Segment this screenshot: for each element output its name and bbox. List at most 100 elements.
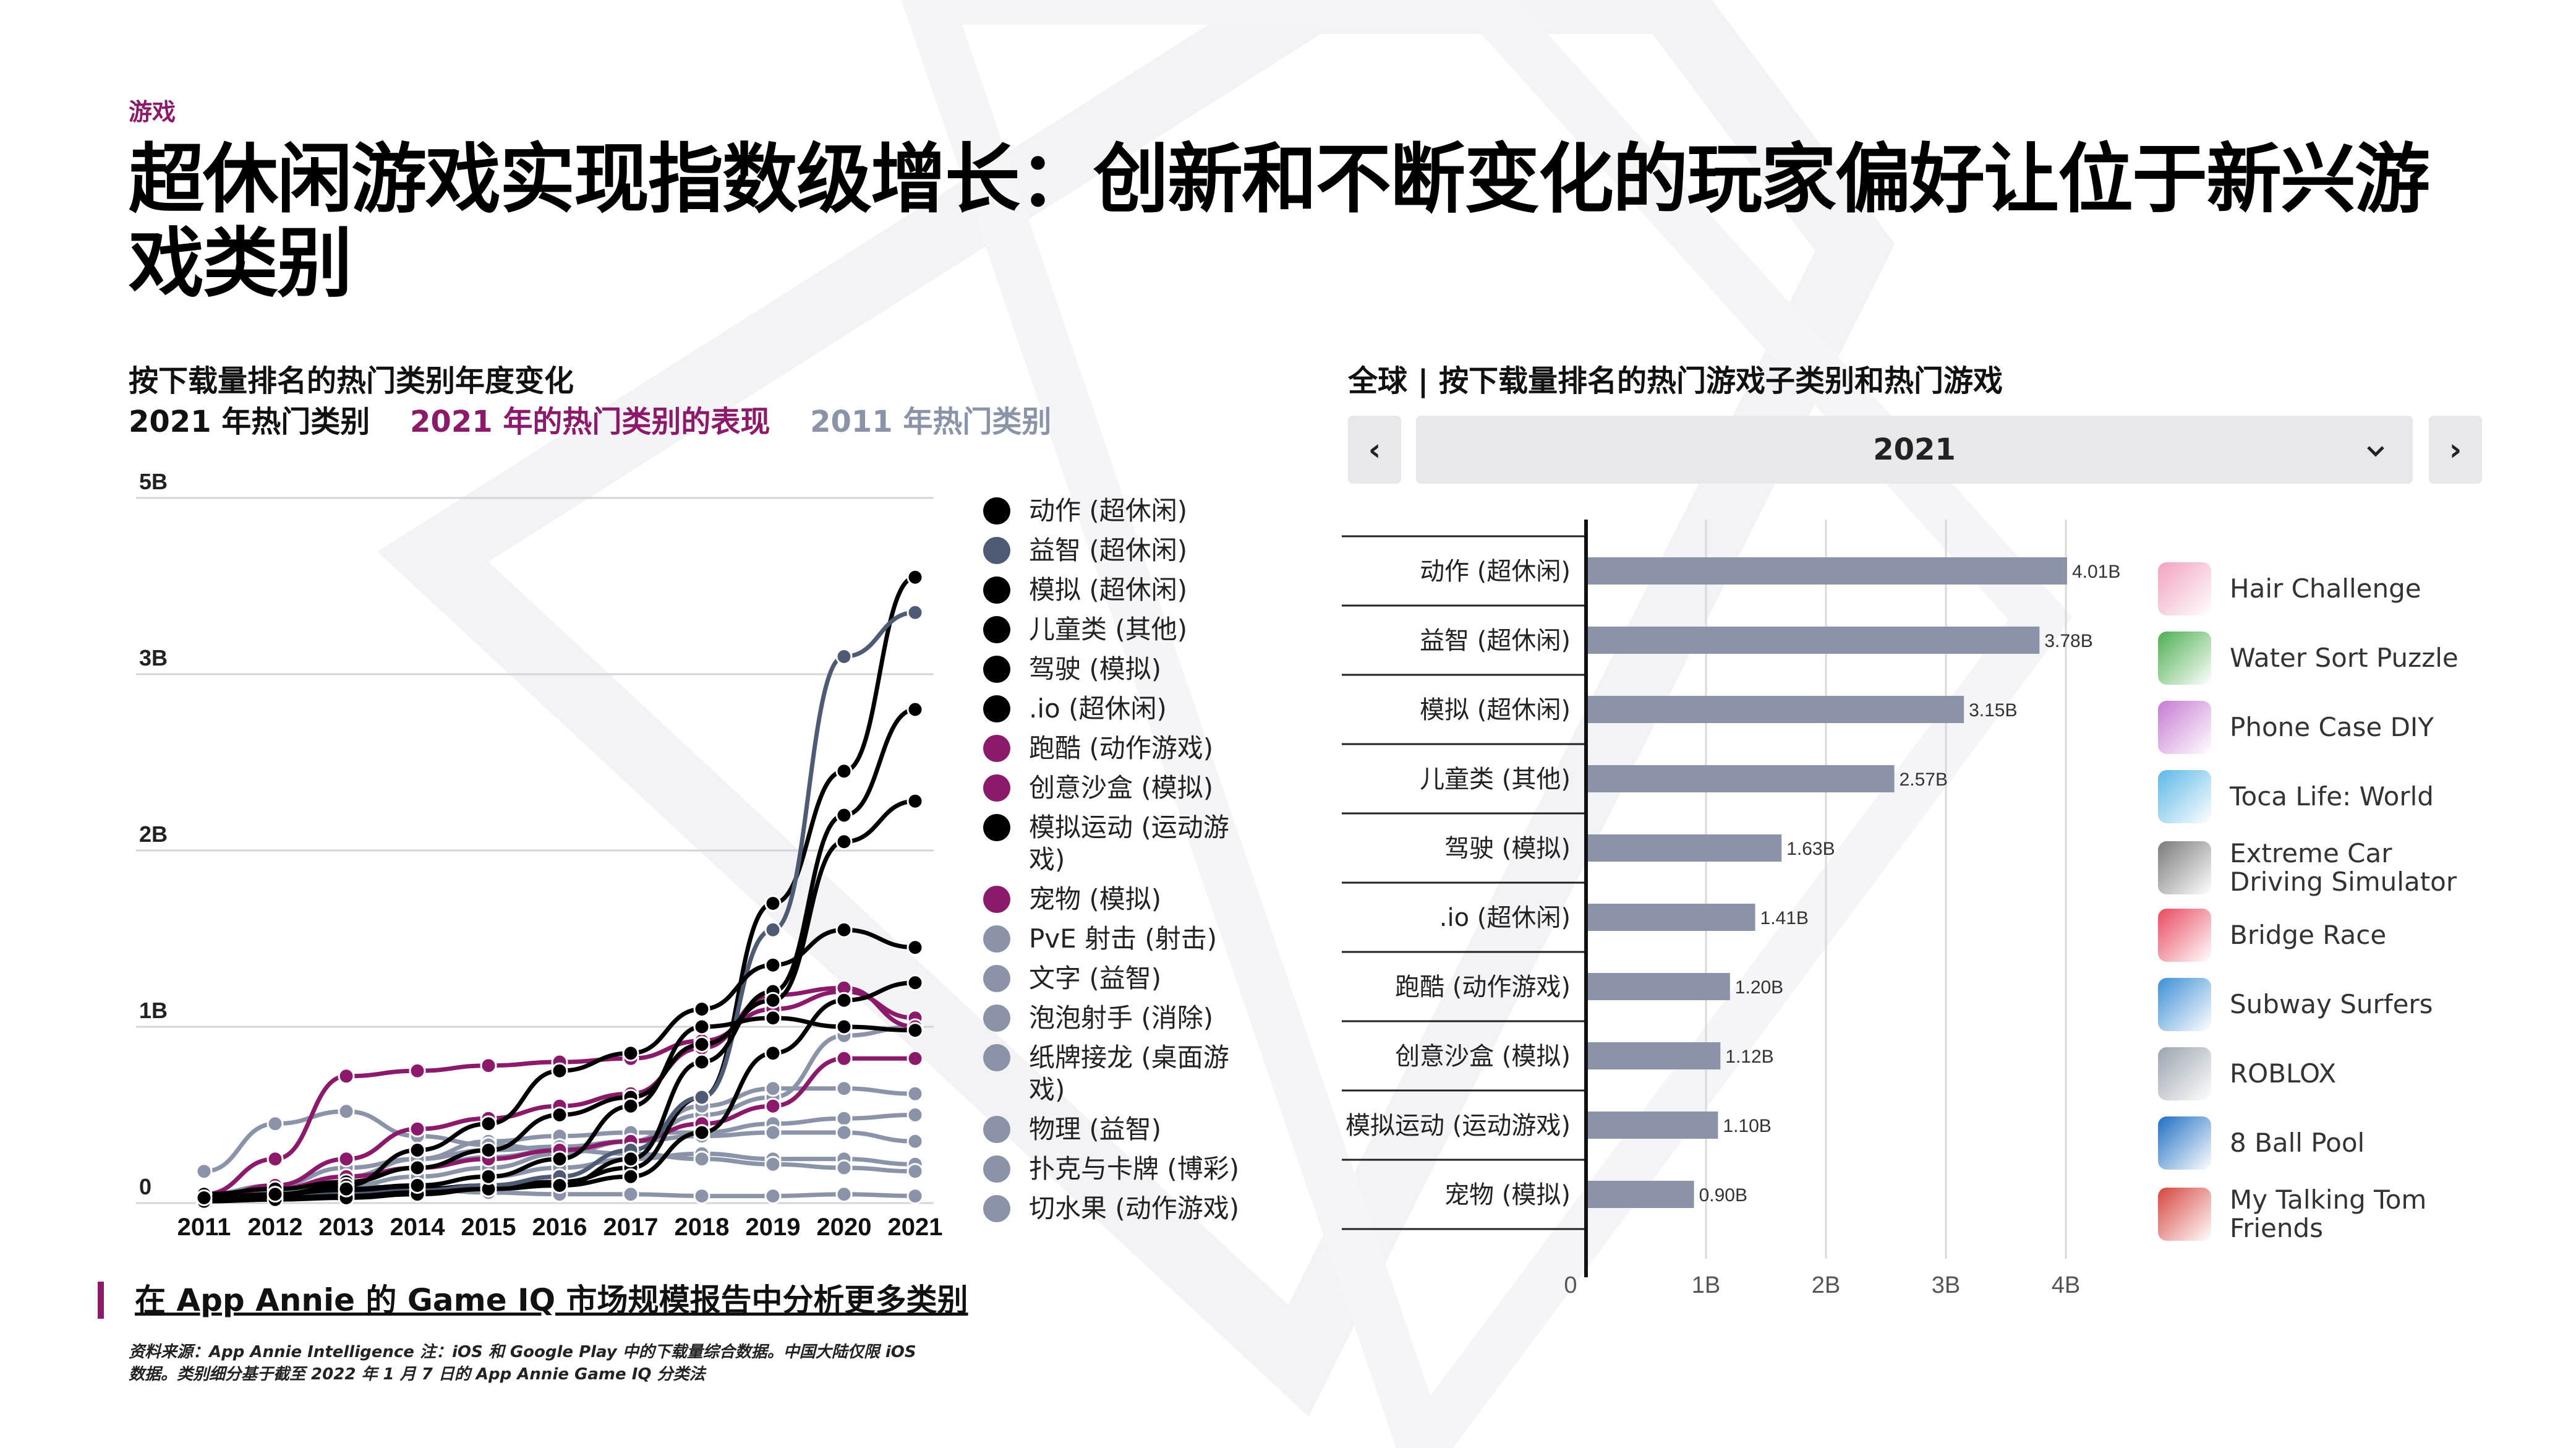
legend-label: 文字 (益智) — [1029, 963, 1162, 993]
bar-value-label: 1.63B — [1786, 839, 1835, 859]
series-point — [409, 1142, 426, 1159]
series-line — [203, 989, 916, 1197]
series-point — [480, 1168, 497, 1185]
series-point — [622, 1168, 639, 1185]
game-item[interactable]: Water Sort Puzzle — [2158, 632, 2465, 685]
bar-chart-title: 全球 | 按下载量排名的热门游戏子类别和热门游戏 — [1348, 364, 2003, 398]
x-tick-label: 2017 — [603, 1214, 659, 1241]
legend-item[interactable]: PvE 射击 (射击) — [983, 923, 1243, 955]
series-point — [409, 1177, 426, 1194]
series-point — [338, 1068, 355, 1085]
series-line — [203, 1016, 916, 1200]
series-point — [835, 648, 853, 665]
bar-value-label: 1.41B — [1760, 908, 1809, 928]
game-name: Toca Life: World — [2230, 781, 2434, 812]
legend-item[interactable]: 模拟运动 (运动游戏) — [983, 812, 1243, 876]
x-tick-label: 2013 — [319, 1214, 374, 1241]
game-name: Bridge Race — [2230, 920, 2387, 950]
legend-item[interactable]: 驾驶 (模拟) — [983, 653, 1243, 685]
series-point — [338, 1180, 355, 1197]
legend-label: 驾驶 (模拟) — [1029, 654, 1162, 684]
game-item[interactable]: Extreme Car Driving Simulator — [2158, 839, 2465, 896]
series-point — [409, 1159, 426, 1176]
legend-item[interactable]: 宠物 (模拟) — [983, 883, 1243, 915]
game-name: Extreme Car Driving Simulator — [2230, 838, 2457, 897]
x-tick-label: 2019 — [746, 1214, 801, 1241]
year-dropdown[interactable]: 2021 — [1416, 416, 2413, 484]
game-name: My Talking Tom Friends — [2230, 1185, 2427, 1243]
category-label: 模拟 (超休闲) — [1420, 696, 1571, 724]
legend-label: 切水果 (动作游戏) — [1029, 1193, 1240, 1223]
game-name: Hair Challenge — [2230, 573, 2421, 604]
series-point — [693, 1036, 710, 1053]
legend-item[interactable]: 创意沙盒 (模拟) — [983, 772, 1243, 804]
bar — [1586, 1042, 1721, 1069]
game-item[interactable]: My Talking Tom Friends — [2158, 1186, 2465, 1243]
legend-item[interactable]: 益智 (超休闲) — [983, 534, 1243, 567]
game-item[interactable]: Phone Case DIY — [2158, 701, 2465, 754]
bar — [1586, 834, 1782, 862]
series-point — [835, 833, 853, 850]
series-point — [409, 1062, 426, 1079]
legend-item[interactable]: 切水果 (动作游戏) — [983, 1193, 1243, 1225]
legend-swatch — [983, 656, 1010, 683]
bar-value-label: 1.10B — [1723, 1116, 1771, 1136]
series-point — [480, 1115, 497, 1133]
series-point — [480, 1142, 497, 1159]
legend-item[interactable]: 儿童类 (其他) — [983, 614, 1243, 646]
tab-2021-top-categories[interactable]: 2021 年热门类别 — [129, 405, 370, 439]
series-point — [764, 1124, 782, 1141]
series-point — [906, 792, 924, 810]
series-point — [622, 1150, 639, 1168]
x-tick-label: 2014 — [390, 1214, 446, 1241]
bar-value-label: 1.20B — [1735, 977, 1783, 998]
page-title: 超休闲游戏实现指数级增长：创新和不断变化的玩家偏好让位于新兴游戏类别 — [129, 135, 2430, 307]
game-app-icon — [2158, 841, 2211, 894]
game-app-icon — [2158, 1188, 2211, 1241]
game-item[interactable]: Bridge Race — [2158, 909, 2465, 962]
x-tick-label: 2015 — [461, 1214, 516, 1241]
legend-item[interactable]: 跑酷 (动作游戏) — [983, 732, 1243, 765]
category-label: 宠物 (模拟) — [1444, 1181, 1571, 1209]
series-point — [267, 1186, 284, 1203]
legend-item[interactable]: .io (超休闲) — [983, 693, 1243, 725]
series-point — [693, 1001, 710, 1017]
game-app-icon — [2158, 909, 2211, 962]
game-item[interactable]: 8 Ball Pool — [2158, 1116, 2465, 1170]
game-item[interactable]: ROBLOX — [2158, 1047, 2465, 1100]
next-year-button[interactable]: › — [2429, 416, 2482, 484]
legend-label: 儿童类 (其他) — [1029, 614, 1188, 645]
bar-value-label: 3.78B — [2044, 631, 2092, 651]
series-point — [906, 1163, 924, 1180]
legend-label: 动作 (超休闲) — [1029, 495, 1188, 526]
series-point — [764, 895, 782, 912]
game-item[interactable]: Hair Challenge — [2158, 562, 2465, 615]
game-item[interactable]: Subway Surfers — [2158, 978, 2465, 1031]
series-point — [764, 956, 782, 974]
category-label: 儿童类 (其他) — [1420, 765, 1571, 794]
game-item[interactable]: Toca Life: World — [2158, 770, 2465, 823]
legend-label: 泡泡射手 (消除) — [1029, 1003, 1214, 1033]
previous-year-button[interactable]: ‹ — [1348, 416, 1401, 484]
x-tick-label: 2B — [1812, 1272, 1840, 1298]
legend-label: 创意沙盒 (模拟) — [1029, 773, 1214, 803]
legend-label: 扑克与卡牌 (博彩) — [1029, 1154, 1240, 1184]
game-iq-report-link[interactable]: 在 App Annie 的 Game IQ 市场规模报告中分析更多类别 — [98, 1282, 968, 1319]
series-point — [906, 939, 924, 956]
bar-value-label: 1.12B — [1725, 1047, 1773, 1067]
legend-item[interactable]: 纸牌接龙 (桌面游戏) — [983, 1042, 1243, 1106]
series-point — [906, 568, 924, 586]
series-point — [906, 1188, 924, 1205]
tab-2021-top-performance[interactable]: 2021 年的热门类别的表现 — [410, 405, 770, 439]
line-chart-legend: 动作 (超休闲) 益智 (超休闲) 模拟 (超休闲) 儿童类 (其他) 驾驶 (模拟).… — [983, 495, 1243, 1232]
legend-item[interactable]: 模拟 (超休闲) — [983, 574, 1243, 606]
game-name: 8 Ball Pool — [2230, 1128, 2365, 1158]
series-point — [764, 1155, 782, 1173]
legend-item[interactable]: 文字 (益智) — [983, 962, 1243, 995]
x-tick-label: 2012 — [248, 1214, 303, 1241]
legend-item[interactable]: 泡泡射手 (消除) — [983, 1002, 1243, 1034]
legend-item[interactable]: 物理 (益智) — [983, 1113, 1243, 1146]
legend-item[interactable]: 扑克与卡牌 (博彩) — [983, 1153, 1243, 1185]
tab-2011-top-categories[interactable]: 2011 年热门类别 — [810, 405, 1052, 439]
legend-item[interactable]: 动作 (超休闲) — [983, 495, 1243, 527]
